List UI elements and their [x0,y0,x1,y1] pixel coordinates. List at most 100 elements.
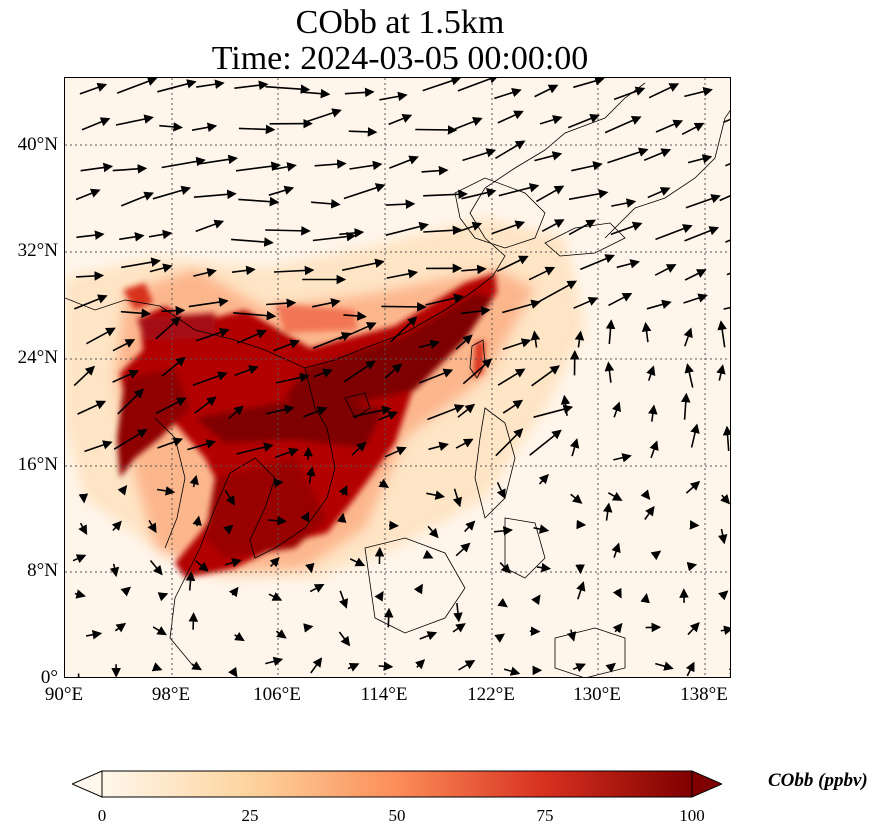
wind-arrow [570,493,583,504]
wind-arrow [491,220,526,235]
wind-arrow [494,633,506,643]
wind-arrow [461,187,497,200]
wind-arrow [76,271,105,281]
wind-arrow [273,478,284,488]
wind-arrow [604,116,642,134]
colorbar [72,770,722,798]
map-panel [64,77,731,678]
wind-arrow [650,550,662,561]
wind-arrow [502,399,524,414]
wind-arrow [569,438,580,457]
wind-arrow [415,125,458,135]
wind-arrow [188,612,199,630]
wind-arrow [238,196,280,207]
wind-arrow [85,630,103,640]
wind-arrow [149,559,163,576]
wind-arrow [608,292,633,307]
wind-arrow [684,269,707,281]
wind-arrow [347,662,360,672]
wind-arrow [300,511,310,523]
wind-arrow [457,78,500,92]
wind-arrow [305,562,315,574]
wind-arrow [423,225,463,236]
y-tick-label: 16°N [17,454,58,475]
wind-arrow [538,473,549,485]
wind-arrow [351,441,367,456]
wind-arrow [422,78,462,92]
x-tick-label: 98°E [151,684,191,705]
y-tick-label: 24°N [17,347,58,368]
wind-arrow [223,524,234,535]
wind-arrow [494,87,522,100]
wind-arrow [385,199,416,209]
wind-arrow [195,219,225,233]
wind-arrow [265,226,311,236]
wind-arrow [685,661,695,677]
wind-arrow [302,88,331,99]
wind-arrow [655,661,674,671]
wind-arrow [78,522,88,535]
wind-arrow [641,321,652,343]
wind-arrow [687,622,700,636]
wind-arrow [503,666,521,676]
wind-arrow [718,590,729,601]
wind-arrow [531,594,541,606]
wind-arrow [534,84,559,98]
wind-arrow [161,156,206,169]
wind-arrow [228,586,239,598]
wind-arrow [312,231,357,242]
wind-arrow [640,593,650,604]
wind-arrow [723,306,730,310]
x-tick-label: 130°E [573,684,621,705]
wind-arrow [275,447,299,459]
wind-arrow [80,162,114,173]
wind-arrow [343,183,386,200]
wind-arrow [414,659,426,670]
wind-arrow [648,404,658,422]
wind-arrow [428,441,449,452]
wind-arrow [605,662,616,673]
wind-arrow [646,299,672,310]
wind-arrow [304,108,342,124]
wind-arrow [541,219,565,233]
wind-arrow [607,491,623,501]
wind-arrow [303,406,328,418]
wind-arrow [84,440,113,453]
wind-arrow [413,583,423,595]
wind-arrow [266,298,297,308]
wind-arrow [460,306,491,316]
wind-arrow [339,228,365,238]
wind-arrow [573,78,605,89]
wind-arrow [155,397,187,415]
wind-arrow [109,563,120,578]
colorbar-extend-low [72,770,103,798]
wind-arrow [73,365,96,387]
wind-arrow [189,474,199,488]
wind-arrow [185,571,196,591]
wind-arrow [579,254,615,271]
wind-arrow [455,438,474,449]
wind-arrow [452,623,466,633]
wind-arrow [157,437,184,449]
wind-arrow [571,161,603,172]
wind-arrow [236,442,274,455]
wind-arrow [722,425,730,451]
colorbar-tick-label: 25 [241,806,259,825]
wind-arrow [717,528,728,545]
wind-arrow [188,297,229,308]
wind-arrow [685,480,701,494]
wind-arrow [149,263,173,273]
wind-arrow [685,194,721,209]
wind-arrow [610,221,643,236]
wind-arrow [462,148,497,162]
wind-arrow [74,589,86,599]
wind-arrow [343,360,376,383]
wind-arrow [111,520,122,532]
wind-arrow [234,365,259,377]
wind-arrow [196,79,225,89]
wind-arrow [722,118,730,124]
wind-arrow [273,339,300,352]
wind-arrow [611,401,622,418]
wind-arrow [120,308,152,319]
wind-arrow [684,363,694,388]
